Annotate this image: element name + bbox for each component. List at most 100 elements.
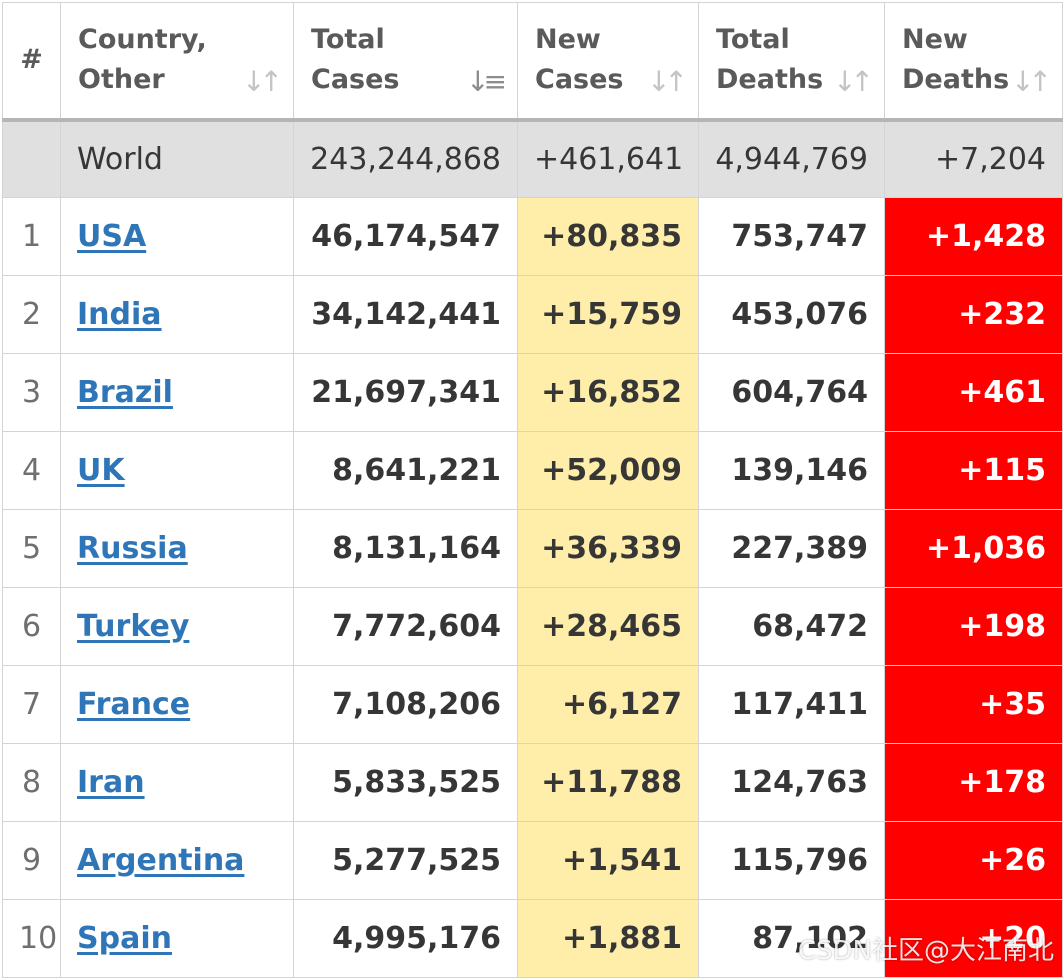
new-cases-cell: +1,881 bbox=[517, 899, 699, 978]
country-cell: France bbox=[60, 665, 294, 744]
table-row: 1 USA 46,174,547 +80,835 753,747 +1,428 bbox=[2, 197, 1063, 276]
header-new-cases-line2: Cases bbox=[535, 64, 624, 96]
total-deaths-cell: 753,747 bbox=[698, 197, 885, 276]
new-deaths-cell: +20 bbox=[884, 899, 1063, 978]
total-cases-cell: 46,174,547 bbox=[293, 197, 518, 276]
country-link[interactable]: USA bbox=[77, 219, 147, 254]
total-cases-cell: 7,108,206 bbox=[293, 665, 518, 744]
row-index: 6 bbox=[2, 587, 61, 666]
world-new-cases: +461,641 bbox=[517, 119, 699, 198]
new-cases-cell: +28,465 bbox=[517, 587, 699, 666]
new-deaths-cell: +232 bbox=[884, 275, 1063, 354]
header-total-cases-line1: Total bbox=[311, 24, 385, 56]
total-cases-cell: 8,641,221 bbox=[293, 431, 518, 510]
country-cell: Spain bbox=[60, 899, 294, 978]
header-new-deaths-line2: Deaths bbox=[902, 64, 1010, 96]
header-total-deaths-line2: Deaths bbox=[716, 64, 824, 96]
sort-icon[interactable]: ↓↑ bbox=[1011, 65, 1052, 99]
total-deaths-cell: 117,411 bbox=[698, 665, 885, 744]
header-new-cases[interactable]: New Cases ↓↑ bbox=[517, 2, 699, 122]
row-index: 7 bbox=[2, 665, 61, 744]
total-deaths-cell: 87,102 bbox=[698, 899, 885, 978]
new-deaths-cell: +26 bbox=[884, 821, 1063, 900]
header-total-cases-line2: Cases bbox=[311, 64, 400, 96]
country-cell: India bbox=[60, 275, 294, 354]
world-new-deaths: +7,204 bbox=[884, 119, 1063, 198]
header-total-deaths-line1: Total bbox=[716, 24, 790, 56]
header-row: # Country, Other ↓↑ Total Cases ↓≡ New bbox=[2, 2, 1063, 122]
country-cell: UK bbox=[60, 431, 294, 510]
country-link[interactable]: Russia bbox=[77, 531, 188, 566]
header-new-deaths-line1: New bbox=[902, 24, 968, 56]
country-link[interactable]: India bbox=[77, 297, 162, 332]
total-deaths-cell: 115,796 bbox=[698, 821, 885, 900]
new-cases-cell: +52,009 bbox=[517, 431, 699, 510]
row-index: 5 bbox=[2, 509, 61, 588]
watermark: CSDN社区@大江南北 bbox=[797, 936, 1054, 966]
header-country[interactable]: Country, Other ↓↑ bbox=[60, 2, 294, 122]
total-deaths-cell: 124,763 bbox=[698, 743, 885, 822]
row-index: 8 bbox=[2, 743, 61, 822]
total-cases-cell: 21,697,341 bbox=[293, 353, 518, 432]
new-deaths-cell: +35 bbox=[884, 665, 1063, 744]
new-deaths-cell: +1,428 bbox=[884, 197, 1063, 276]
country-cell: Turkey bbox=[60, 587, 294, 666]
new-cases-cell: +11,788 bbox=[517, 743, 699, 822]
new-deaths-cell: +198 bbox=[884, 587, 1063, 666]
table-row: 8 Iran 5,833,525 +11,788 124,763 +178 bbox=[2, 743, 1063, 822]
row-index: 10 bbox=[2, 899, 61, 978]
new-cases-cell: +16,852 bbox=[517, 353, 699, 432]
header-country-line2: Other bbox=[78, 64, 165, 96]
total-deaths-cell: 227,389 bbox=[698, 509, 885, 588]
sort-icon[interactable]: ↓↑ bbox=[833, 65, 874, 99]
country-link[interactable]: Argentina bbox=[77, 843, 245, 878]
country-cell: Brazil bbox=[60, 353, 294, 432]
header-new-cases-line1: New bbox=[535, 24, 601, 56]
table-row: 5 Russia 8,131,164 +36,339 227,389 +1,03… bbox=[2, 509, 1063, 588]
header-index[interactable]: # bbox=[2, 2, 61, 122]
new-deaths-cell: +115 bbox=[884, 431, 1063, 510]
sort-desc-icon[interactable]: ↓≡ bbox=[466, 65, 507, 99]
country-link[interactable]: UK bbox=[77, 453, 125, 488]
row-index: 1 bbox=[2, 197, 61, 276]
country-link[interactable]: France bbox=[77, 687, 191, 722]
sort-icon[interactable]: ↓↑ bbox=[647, 65, 688, 99]
total-cases-cell: 4,995,176 bbox=[293, 899, 518, 978]
country-cell: Argentina bbox=[60, 821, 294, 900]
total-deaths-cell: 453,076 bbox=[698, 275, 885, 354]
country-link[interactable]: Iran bbox=[77, 765, 145, 800]
new-deaths-cell: +178 bbox=[884, 743, 1063, 822]
header-total-deaths[interactable]: Total Deaths ↓↑ bbox=[698, 2, 885, 122]
row-index: 2 bbox=[2, 275, 61, 354]
new-cases-cell: +15,759 bbox=[517, 275, 699, 354]
total-cases-cell: 34,142,441 bbox=[293, 275, 518, 354]
new-cases-cell: +1,541 bbox=[517, 821, 699, 900]
header-new-deaths[interactable]: New Deaths ↓↑ bbox=[884, 2, 1063, 122]
new-cases-cell: +6,127 bbox=[517, 665, 699, 744]
new-cases-cell: +36,339 bbox=[517, 509, 699, 588]
world-index bbox=[2, 119, 61, 198]
table-row: 7 France 7,108,206 +6,127 117,411 +35 bbox=[2, 665, 1063, 744]
country-link[interactable]: Turkey bbox=[77, 609, 190, 644]
country-cell: USA bbox=[60, 197, 294, 276]
header-total-cases[interactable]: Total Cases ↓≡ bbox=[293, 2, 518, 122]
row-index: 4 bbox=[2, 431, 61, 510]
header-index-label: # bbox=[20, 44, 43, 76]
total-deaths-cell: 139,146 bbox=[698, 431, 885, 510]
country-link[interactable]: Spain bbox=[77, 921, 172, 956]
sort-icon[interactable]: ↓↑ bbox=[242, 65, 283, 99]
country-link[interactable]: Brazil bbox=[77, 375, 173, 410]
country-cell: Iran bbox=[60, 743, 294, 822]
total-cases-cell: 8,131,164 bbox=[293, 509, 518, 588]
world-total-cases: 243,244,868 bbox=[293, 119, 518, 198]
total-cases-cell: 5,833,525 bbox=[293, 743, 518, 822]
new-deaths-cell: +1,036 bbox=[884, 509, 1063, 588]
total-cases-cell: 7,772,604 bbox=[293, 587, 518, 666]
world-row: World 243,244,868 +461,641 4,944,769 +7,… bbox=[2, 119, 1063, 198]
table-row: 10 Spain 4,995,176 +1,881 87,102 +20 bbox=[2, 899, 1063, 978]
new-cases-cell: +80,835 bbox=[517, 197, 699, 276]
row-index: 9 bbox=[2, 821, 61, 900]
new-deaths-cell: +461 bbox=[884, 353, 1063, 432]
world-total-deaths: 4,944,769 bbox=[698, 119, 885, 198]
